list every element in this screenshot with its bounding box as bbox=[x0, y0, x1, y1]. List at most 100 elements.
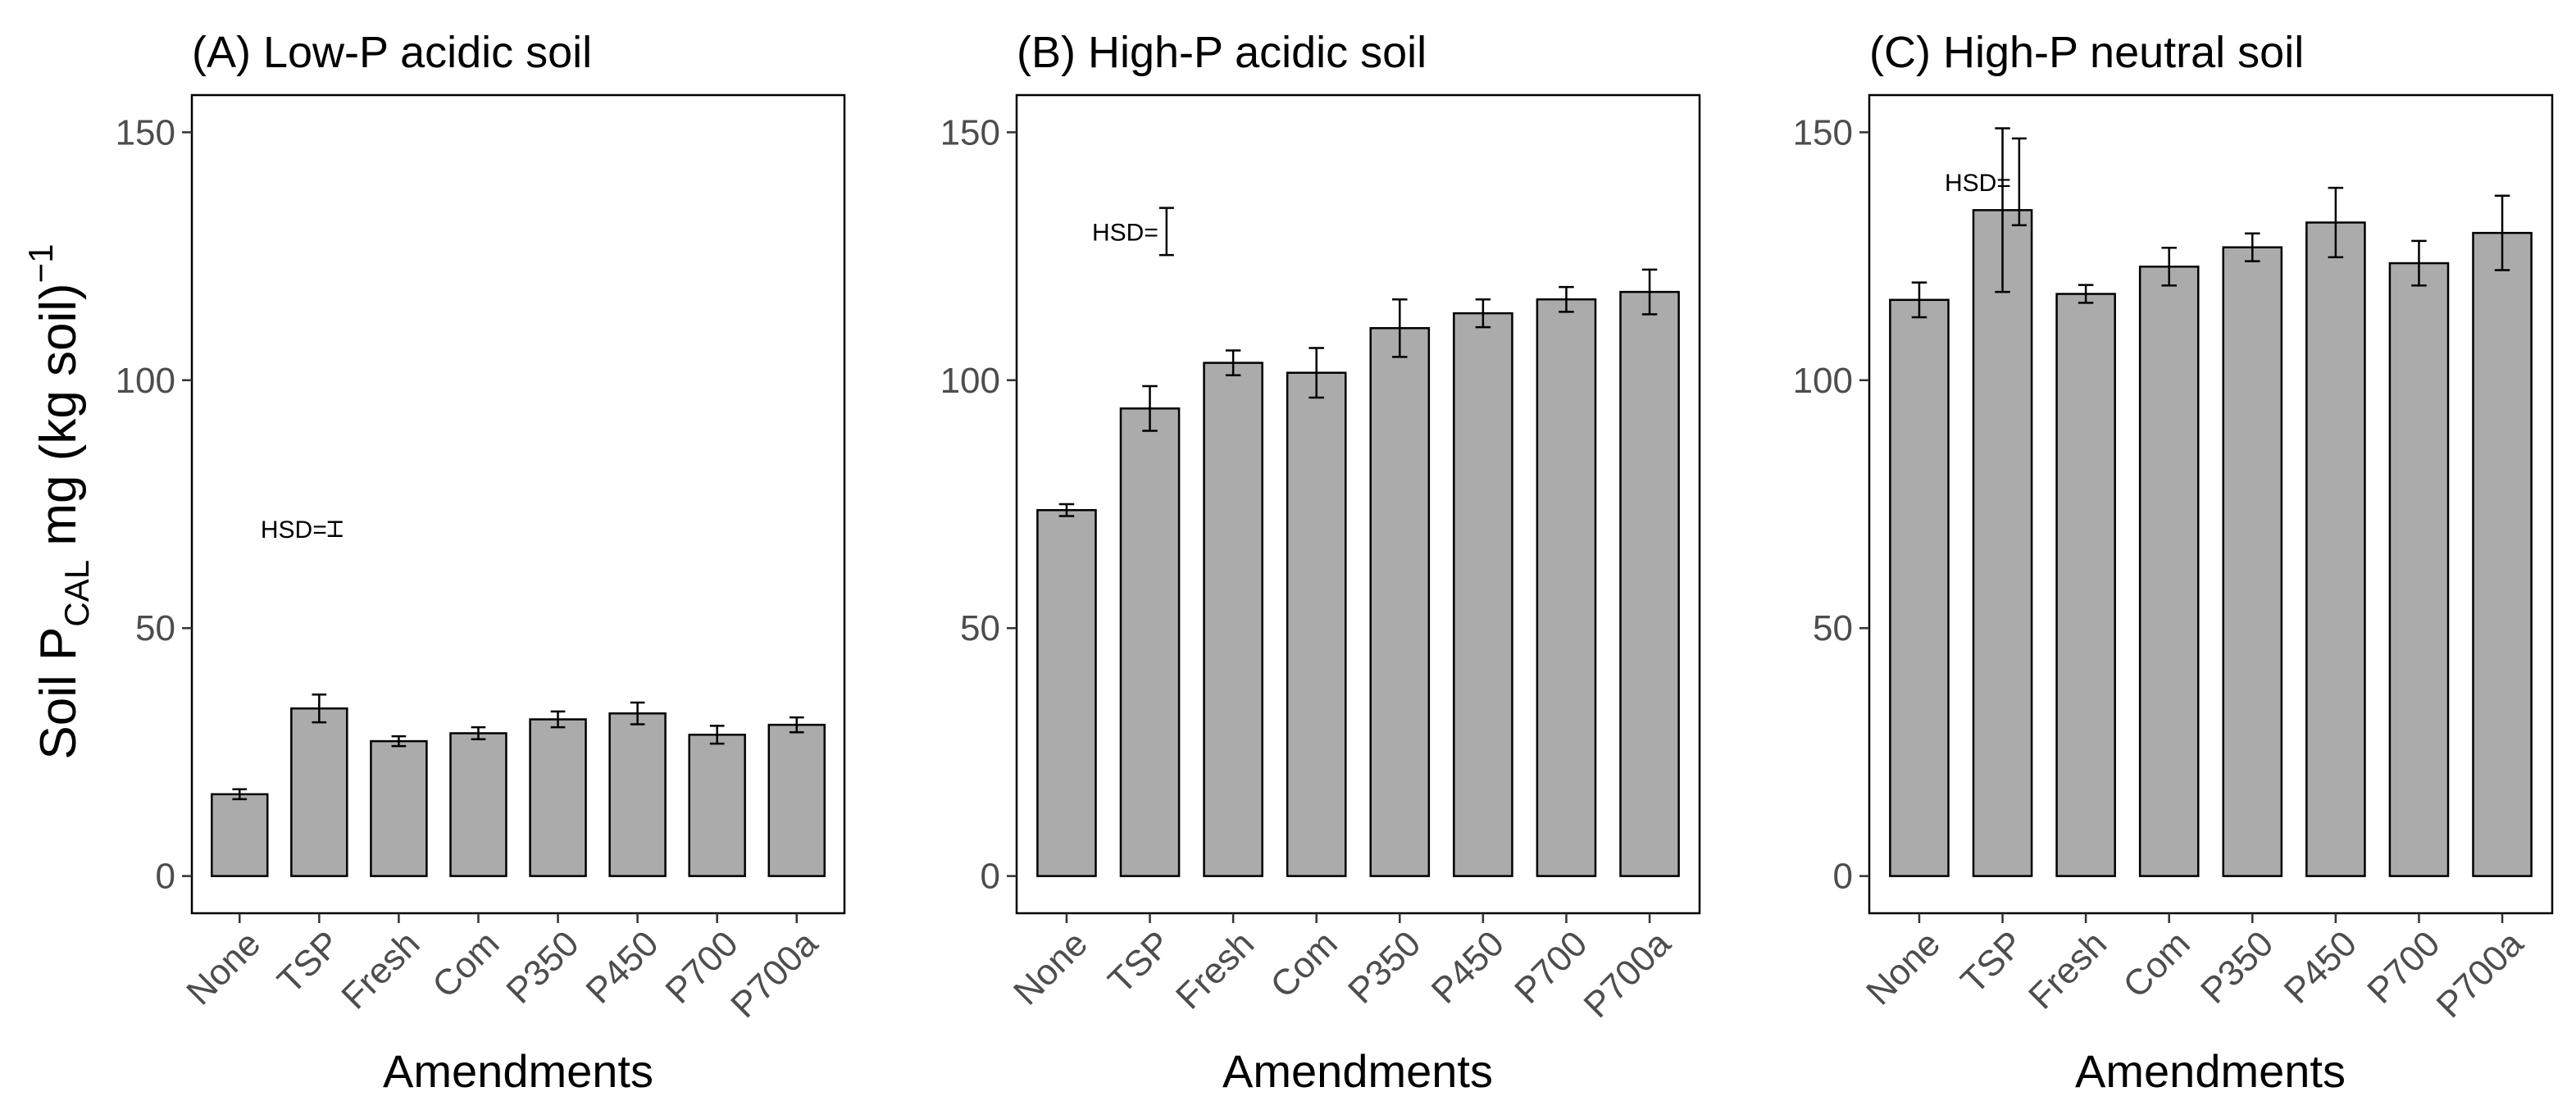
panel-b-bar-p350 bbox=[1369, 327, 1431, 877]
panel-c-title: (C) High-P neutral soil bbox=[1869, 28, 2304, 77]
panel-b-errorbar-p350 bbox=[1392, 298, 1408, 358]
panel-b-errorbar-p450 bbox=[1475, 298, 1491, 329]
y-axis-title-unit: mg (kg soil) bbox=[30, 283, 87, 560]
panel-b-xtick-label-p450: P450 bbox=[1424, 923, 1512, 1011]
panel-c-xtick-label-p700a: P700a bbox=[2429, 923, 2532, 1026]
panel-c-xtick-label-p450: P450 bbox=[2277, 923, 2364, 1011]
panel-c-errorbar-p350 bbox=[2245, 232, 2260, 262]
panel-c-bar-p350 bbox=[2222, 246, 2283, 877]
panel-c-errorbar-tsp bbox=[1995, 127, 2010, 293]
panel-b-ytick-label-0: 0 bbox=[981, 857, 1000, 897]
panel-a-xtick-label-p700a: P700a bbox=[723, 923, 826, 1026]
panel-a-hsd-label: HSD= bbox=[261, 516, 327, 544]
y-axis-title-main: Soil P bbox=[30, 627, 87, 760]
panel-c-xtick-label-p350: P350 bbox=[2193, 923, 2281, 1011]
panel-a-errorbar-fresh bbox=[391, 735, 407, 748]
panel-a-xtick-label-com: Com bbox=[425, 923, 507, 1005]
panel-a-xtick-label-none: None bbox=[179, 923, 268, 1012]
panel-c-errorbar-p700a bbox=[2494, 194, 2510, 271]
panel-c-bar-tsp bbox=[1972, 209, 2033, 877]
panel-b-errorbar-p700a bbox=[1641, 268, 1658, 316]
panel-c-ytick-label-50: 50 bbox=[1813, 608, 1853, 648]
panel-b-title: (B) High-P acidic soil bbox=[1017, 28, 1427, 77]
panel-c-bar-p700a bbox=[2472, 231, 2533, 877]
panel-c-bar-com bbox=[2138, 266, 2200, 877]
panel-b-bar-p700 bbox=[1536, 298, 1597, 877]
y-axis-title-superscript: −1 bbox=[21, 243, 60, 283]
panel-c-errorbar-none bbox=[1911, 281, 1927, 319]
panel-c-xtick-label-com: Com bbox=[2115, 923, 2197, 1005]
panel-b: (B) High-P acidic soil 0 50 100 150 None TSPF… bbox=[940, 28, 1701, 1097]
panel-a-xtick-label-fresh: Fresh bbox=[334, 923, 427, 1017]
panel-c-ytick-label-150: 150 bbox=[1793, 112, 1853, 152]
panel-c-plot-frame bbox=[1868, 93, 2554, 915]
panel-a-errorbar-p700 bbox=[709, 725, 725, 745]
panel-c: (C) High-P neutral soil 0 50 100 150 None TSP… bbox=[1793, 28, 2554, 1097]
panel-a-bar-p450 bbox=[608, 712, 667, 877]
panel-b-errorbar-com bbox=[1308, 347, 1324, 399]
panel-b-ytick-label-100: 100 bbox=[940, 361, 1000, 401]
panel-a-bar-p350 bbox=[529, 718, 587, 877]
panel-c-xtick-label-fresh: Fresh bbox=[2021, 923, 2114, 1017]
panel-a-xtick-label-p350: P350 bbox=[498, 923, 586, 1011]
panel-a-bar-fresh bbox=[370, 739, 428, 877]
panel-b-hsd-label: HSD= bbox=[1092, 219, 1158, 246]
panel-c-ytick-label-0: 0 bbox=[1833, 857, 1853, 897]
panel-c-xtick-label-tsp: TSP bbox=[1953, 923, 2031, 1001]
panel-a-xtick-label-p450: P450 bbox=[578, 923, 666, 1011]
panel-a-ytick-label-0: 0 bbox=[156, 857, 175, 897]
y-axis-title-subscript: CAL bbox=[57, 560, 96, 627]
panel-b-bar-tsp bbox=[1119, 407, 1181, 877]
panel-b-bar-p450 bbox=[1453, 312, 1513, 877]
panel-a-errorbar-none bbox=[232, 788, 248, 801]
panel-b-bar-p700a bbox=[1619, 290, 1680, 877]
panel-a-bar-p700a bbox=[767, 723, 826, 877]
panel-a-errorbar-com bbox=[471, 726, 486, 740]
panel-a-plot-frame bbox=[190, 93, 846, 915]
panel-b-bar-none bbox=[1036, 509, 1097, 877]
panel-a-bar-tsp bbox=[290, 707, 348, 877]
panel-c-bar-p450 bbox=[2305, 221, 2366, 877]
panel-a-errorbar-p450 bbox=[630, 701, 645, 726]
panel-b-xtick-label-com: Com bbox=[1263, 923, 1345, 1005]
panel-b-bar-fresh bbox=[1203, 362, 1263, 877]
panel-a-bar-p700 bbox=[688, 734, 746, 877]
panel-c-hsd-label: HSD= bbox=[1945, 170, 2011, 197]
panel-a-ytick-label-100: 100 bbox=[116, 361, 175, 401]
panel-b-xtick-label-none: None bbox=[1006, 923, 1095, 1012]
panel-b-errorbar-p700 bbox=[1559, 285, 1574, 313]
panel-c-ytick-label-100: 100 bbox=[1793, 361, 1853, 401]
y-axis-title: Soil PCAL mg (kg soil)−1 bbox=[21, 243, 96, 759]
panel-b-xtick-label-p700a: P700a bbox=[1577, 923, 1679, 1026]
panel-c-xtick-label-none: None bbox=[1859, 923, 1948, 1012]
panel-a-ytick-label-150: 150 bbox=[116, 112, 175, 152]
panel-c-bar-none bbox=[1889, 298, 1950, 877]
panel-c-errorbar-p700 bbox=[2411, 239, 2427, 287]
panel-b-plot-frame bbox=[1015, 93, 1701, 915]
panel-b-bar-com bbox=[1286, 371, 1347, 877]
panel-a-x-axis-title: Amendments bbox=[383, 1045, 653, 1097]
panel-b-errorbar-tsp bbox=[1142, 384, 1158, 432]
panel-a-bar-none bbox=[211, 793, 269, 877]
panel-c-bar-fresh bbox=[2055, 293, 2116, 877]
panel-c-hsd-annotation: HSD= bbox=[1945, 137, 2027, 227]
panel-a-errorbar-tsp bbox=[312, 694, 327, 724]
panel-b-xtick-label-p350: P350 bbox=[1340, 923, 1428, 1011]
panel-b-x-axis-title: Amendments bbox=[1222, 1045, 1493, 1097]
panel-c-errorbar-com bbox=[2161, 247, 2177, 287]
panel-b-errorbar-fresh bbox=[1225, 349, 1241, 376]
panel-c-errorbar-fresh bbox=[2078, 284, 2094, 304]
panel-c-bar-p700 bbox=[2388, 262, 2450, 877]
panel-a-hsd-annotation: HSD= bbox=[261, 516, 343, 544]
panel-a-errorbar-p700a bbox=[789, 716, 804, 734]
panel-a-bar-com bbox=[449, 732, 507, 877]
panel-b-xtick-label-fresh: Fresh bbox=[1168, 923, 1262, 1017]
panel-b-errorbar-none bbox=[1058, 503, 1075, 517]
panel-c-x-axis-title: Amendments bbox=[2075, 1045, 2346, 1097]
panel-a-title: (A) Low-P acidic soil bbox=[192, 28, 592, 77]
